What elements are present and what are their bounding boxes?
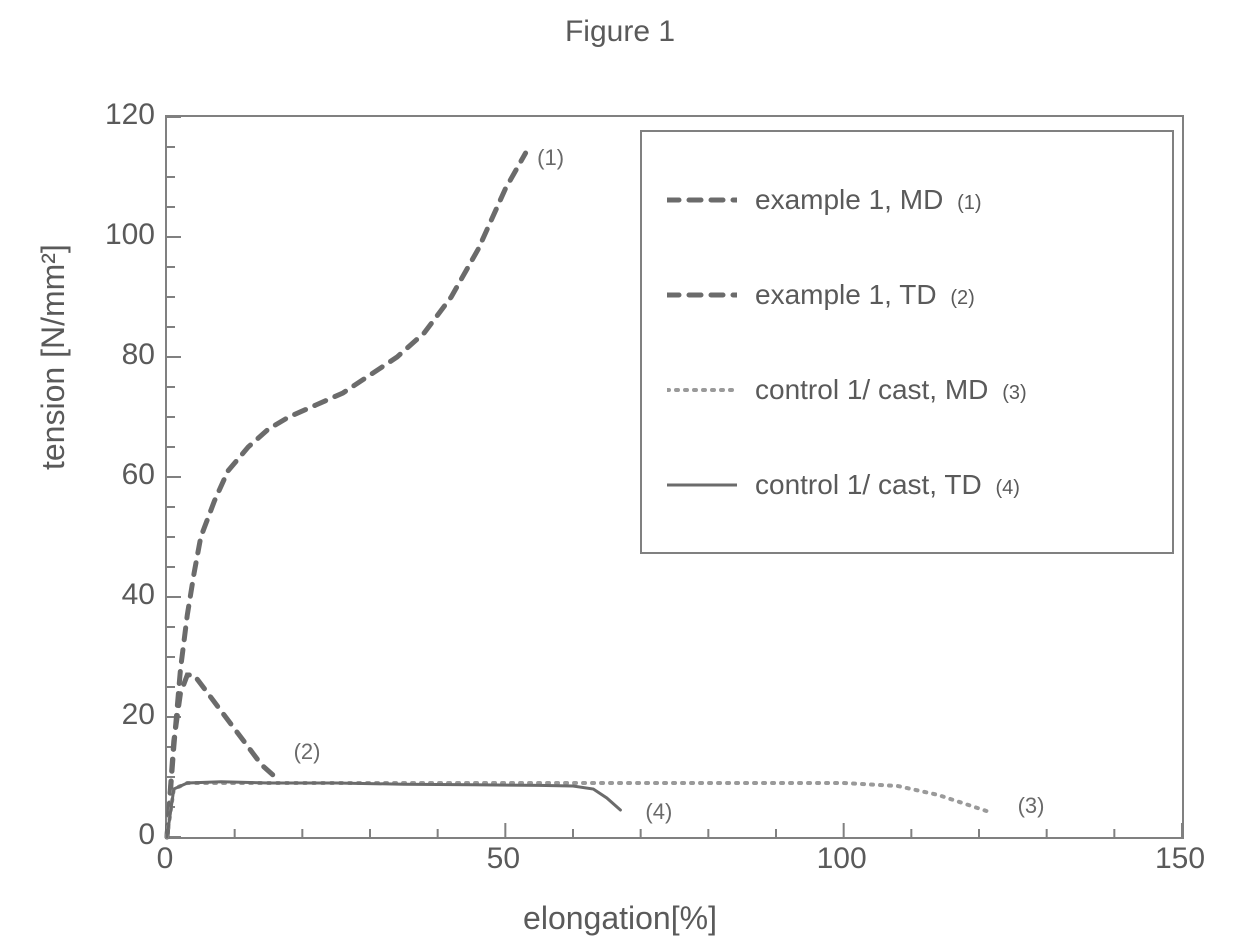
legend-swatch-s3	[667, 370, 737, 410]
x-tick-label: 50	[487, 842, 520, 876]
y-tick-label: 100	[105, 218, 155, 252]
series-s3	[167, 783, 993, 837]
legend-swatch-s1	[667, 180, 737, 220]
series-s4	[167, 782, 620, 837]
legend-entry-s4: control 1/ cast, TD (4)	[667, 437, 1147, 532]
legend-entry-s3: control 1/ cast, MD (3)	[667, 342, 1147, 437]
x-tick-label: 0	[157, 842, 174, 876]
series-s2	[167, 675, 275, 837]
legend-label-s3: control 1/ cast, MD (3)	[755, 374, 1027, 406]
annotation-s3: (3)	[1018, 793, 1045, 819]
legend-label-s4: control 1/ cast, TD (4)	[755, 469, 1020, 501]
y-tick-label: 0	[138, 818, 155, 852]
annotation-s4: (4)	[645, 799, 672, 825]
legend-label-s2: example 1, TD (2)	[755, 279, 975, 311]
y-tick-label: 120	[105, 98, 155, 132]
legend-label-s1: example 1, MD (1)	[755, 184, 982, 216]
legend-swatch-s2	[667, 275, 737, 315]
x-tick-label: 150	[1155, 842, 1205, 876]
legend-swatch-s4	[667, 465, 737, 505]
y-axis-label: tension [N/mm²]	[35, 244, 72, 470]
legend-entry-s1: example 1, MD (1)	[667, 152, 1147, 247]
figure-title: Figure 1	[565, 15, 675, 49]
x-axis-label: elongation[%]	[523, 900, 717, 937]
y-tick-label: 20	[122, 698, 155, 732]
annotation-s2: (2)	[294, 739, 321, 765]
legend-box: example 1, MD (1) example 1, TD (2) cont…	[640, 130, 1174, 554]
legend-entry-s2: example 1, TD (2)	[667, 247, 1147, 342]
x-tick-label: 100	[817, 842, 867, 876]
annotation-s1: (1)	[537, 145, 564, 171]
y-tick-label: 60	[122, 458, 155, 492]
series-s1	[167, 153, 526, 837]
y-tick-label: 40	[122, 578, 155, 612]
y-tick-label: 80	[122, 338, 155, 372]
figure-container: Figure 1 tension [N/mm²] elongation[%] 0…	[0, 0, 1240, 947]
